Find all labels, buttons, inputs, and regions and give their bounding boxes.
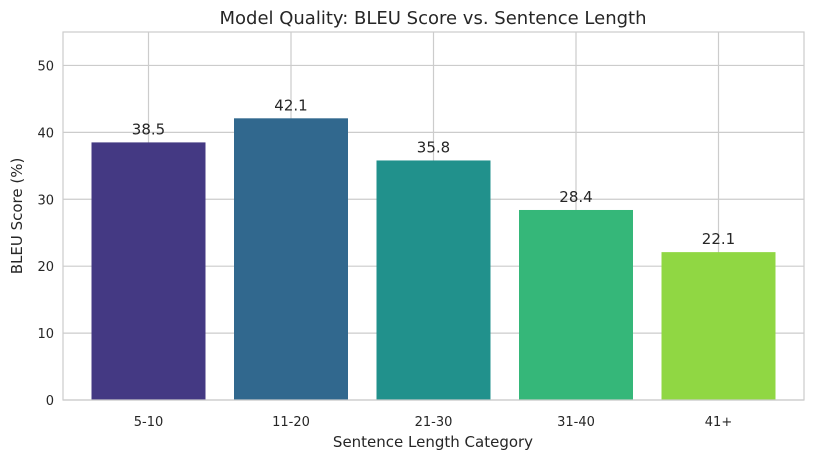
bar-layer	[91, 118, 776, 400]
data-label: 38.5	[132, 120, 165, 138]
bar-41+	[661, 252, 776, 400]
x-tick-label: 21-30	[415, 415, 453, 430]
y-tick-label: 0	[46, 394, 54, 409]
x-axis-label: Sentence Length Category	[333, 433, 533, 451]
x-tick-label: 31-40	[557, 415, 595, 430]
y-tick-label: 40	[37, 126, 54, 141]
y-tick-label: 20	[37, 260, 54, 275]
bar-11-20	[234, 118, 348, 400]
x-tick-label: 5-10	[134, 415, 164, 430]
bar-31-40	[519, 209, 633, 400]
data-label: 22.1	[702, 230, 735, 248]
data-label: 42.1	[274, 96, 307, 114]
x-tick-label: 41+	[705, 415, 732, 430]
x-tick-label: 11-20	[272, 415, 310, 430]
data-label-layer: 38.5 42.1 35.8 28.4 22.1	[132, 96, 735, 248]
bar-21-30	[376, 160, 491, 400]
bar-5-10	[91, 142, 206, 400]
y-tick-label: 10	[37, 327, 54, 342]
chart-title: Model Quality: BLEU Score vs. Sentence L…	[219, 8, 646, 29]
data-label: 35.8	[417, 138, 450, 156]
y-tick-label: 50	[37, 59, 54, 74]
data-label: 28.4	[559, 188, 592, 206]
plot-frame	[62, 31, 805, 401]
tick-layer: 0 10 20 30 40 50 5-10 11-20 21-30 31-40 41+	[37, 59, 732, 430]
y-tick-label: 30	[37, 193, 54, 208]
y-axis-label: BLEU Score (%)	[8, 158, 26, 275]
